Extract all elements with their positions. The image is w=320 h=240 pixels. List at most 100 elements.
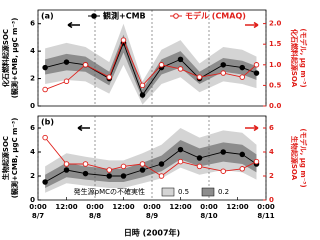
y2-axis-label: 化石燃料起源SOA [290,29,299,88]
legend-label: 0.2 [218,188,229,196]
data-point [158,161,165,167]
x-tick-date: 8/11 [257,212,274,220]
data-point [106,173,112,179]
data-point [239,151,245,158]
y-tick-label: 4 [30,47,35,55]
data-point [42,179,48,185]
data-point [220,70,226,76]
data-point [177,66,184,72]
legend-label: モデル (CMAQ) [185,11,246,21]
left-axis-arrow [67,21,80,29]
data-point [253,70,260,76]
x-tick-label: 0:00 [86,203,104,211]
data-point [196,163,203,170]
series-line [44,137,257,177]
x-tick-label: 12:00 [169,203,191,211]
y-tick-label: 0 [30,102,35,110]
right-axis-arrow [245,124,259,132]
x-tick-date: 8/10 [200,212,217,220]
uncertainty-band [45,23,257,105]
y-tick-label: 4 [30,148,35,156]
x-tick-label: 0:00 [29,203,47,211]
data-point [158,173,165,179]
y2-tick-label: 2 [269,172,274,180]
x-tick-date: 8/8 [89,212,101,220]
data-point [106,167,112,173]
data-point [63,161,70,167]
legend-title: 発生源pMCの不確実性 [74,187,145,196]
x-tick-label: 12:00 [55,203,77,211]
y2-tick-label: 2.0 [269,20,282,28]
y-tick-label: 2 [30,172,35,180]
legend-marker [173,13,179,19]
data-point [139,167,146,173]
data-point [196,155,203,161]
series-line [44,149,257,183]
plot-frame [37,9,267,107]
data-point [220,62,226,68]
series-line [44,38,257,90]
y-tick-label: 2 [30,75,35,83]
y-axis-label: 生物起源SOC [1,136,10,180]
x-axis-label: 日時 (2007年) [124,228,180,238]
data-point [82,170,89,177]
panel-label: (a) [41,12,54,21]
y2-tick-label: 0.0 [269,102,282,110]
x-tick-date: 8/7 [32,212,44,220]
data-point [220,168,226,174]
data-point [139,161,146,167]
left-axis-arrow [77,124,90,132]
data-point [177,158,184,165]
y-tick-label: 6 [30,20,35,28]
y-axis-label: (観測+CMB, μgC m⁻³) [10,118,19,199]
data-point [63,59,70,65]
legend-marker [91,13,97,19]
data-point [106,74,112,80]
data-point [82,161,89,167]
x-tick-label: 12:00 [226,203,248,211]
data-point [42,86,48,93]
data-point [239,166,245,172]
data-point [239,74,245,80]
data-point [63,78,70,85]
y2-tick-label: 1.5 [269,40,282,48]
data-point [120,37,127,43]
y2-axis-label: 生物起源SOA [290,136,299,181]
data-point [220,149,226,155]
legend-swatch [201,187,215,197]
data-point [139,82,146,89]
y2-axis-label: (モデル, μg m⁻³) [299,128,308,187]
y2-axis-label: (モデル, μg m⁻³) [299,28,308,87]
data-point [196,74,203,80]
x-tick-date: 8/9 [146,212,158,220]
x-tick-label: 0:00 [143,203,161,211]
x-tick-label: 12:00 [112,203,134,211]
data-point [120,163,127,170]
data-point [177,146,184,153]
x-tick-label: 0:00 [257,203,275,211]
legend-label: 0.5 [178,188,189,196]
data-point [120,173,127,179]
data-point [42,64,48,71]
y-tick-label: 6 [30,124,35,132]
y2-tick-label: 0.5 [269,81,282,89]
data-point [82,62,89,68]
data-point [63,167,70,173]
legend-swatch [161,187,175,197]
uncertainty-band [45,34,257,100]
data-point [239,64,245,71]
y2-tick-label: 4 [269,148,274,156]
y2-tick-label: 0 [269,196,274,204]
y2-tick-label: 1.0 [269,61,282,69]
y-axis-label: 化石燃料起源SOC [1,29,10,87]
y-axis-label: (観測+CMB, μgC m⁻³) [10,18,19,99]
plot-frame [37,115,267,201]
y2-tick-label: 6 [269,124,274,132]
series-line [45,41,257,96]
uncertainty-band [45,140,257,188]
data-point [253,158,260,165]
data-point [158,62,165,68]
data-point [177,56,184,63]
